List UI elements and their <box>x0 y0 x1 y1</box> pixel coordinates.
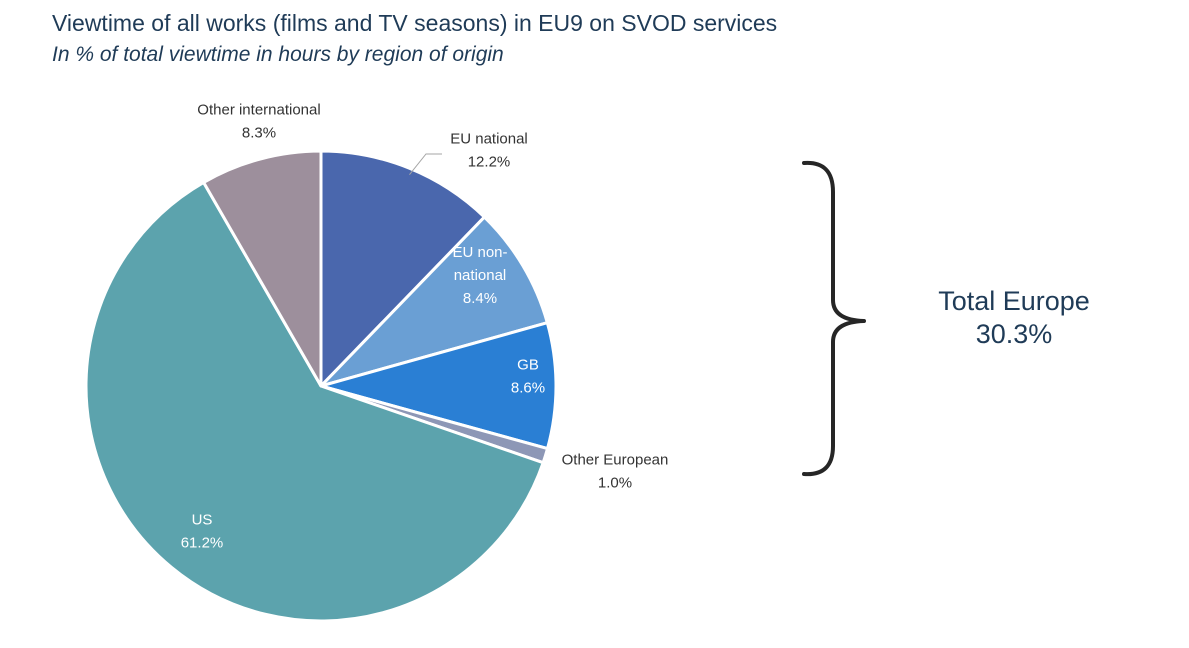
slice-labels: EU national 12.2% EU non-national 8.4% GB 8.6… <box>181 102 669 552</box>
chart-subtitle: In % of total viewtime in hours by regio… <box>52 43 504 66</box>
label-eu-national: EU national 12.2% <box>450 131 528 171</box>
label-value: 8.3% <box>242 125 276 142</box>
label-name: national <box>454 267 507 284</box>
pie-slices <box>84 149 558 623</box>
slice-us <box>84 180 545 623</box>
slice-eu-national <box>319 149 486 388</box>
label-name: EU non- <box>452 244 507 261</box>
total-europe-value: 30.3% <box>975 319 1053 349</box>
label-gb: GB 8.6% <box>511 357 545 397</box>
chart-title: Viewtime of all works (films and TV seas… <box>52 10 778 36</box>
label-other-european: Other European 1.0% <box>562 452 669 492</box>
label-name: Other European <box>562 452 669 469</box>
label-name: GB <box>517 357 539 374</box>
label-other-international: Other international 8.3% <box>197 102 320 142</box>
slice-gb <box>319 321 558 451</box>
label-value: 8.6% <box>511 380 545 397</box>
label-value: 12.2% <box>468 154 511 171</box>
label-name: EU national <box>450 131 528 148</box>
label-eu-non-national: EU non-national 8.4% <box>452 244 507 307</box>
slice-eu-non-national <box>319 215 549 388</box>
label-value: 1.0% <box>598 475 632 492</box>
label-us: US 61.2% <box>181 512 224 552</box>
leader-line-eu-national <box>409 153 442 176</box>
total-europe-label: Total Europe <box>938 286 1090 316</box>
label-name: US <box>192 512 213 529</box>
label-value: 8.4% <box>463 290 497 307</box>
leader-lines <box>409 153 442 176</box>
europe-brace <box>802 160 866 477</box>
label-name: Other international <box>197 102 320 119</box>
total-europe: Total Europe 30.3% <box>884 285 1144 351</box>
label-value: 61.2% <box>181 535 224 552</box>
slice-other-international <box>202 149 323 388</box>
